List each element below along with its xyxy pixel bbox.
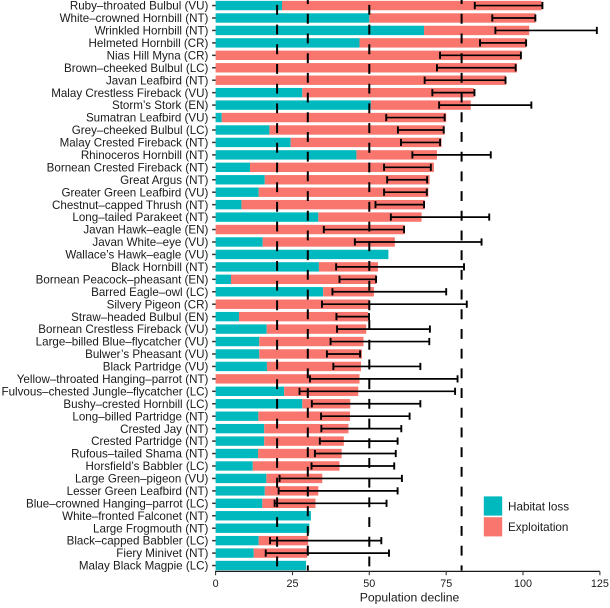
svg-text:Black Hornbill (NT): Black Hornbill (NT) (111, 261, 208, 274)
svg-text:Fiery Minivet (NT): Fiery Minivet (NT) (116, 547, 208, 560)
svg-text:Chestnut–capped Thrush (NT): Chestnut–capped Thrush (NT) (52, 199, 209, 212)
svg-text:Black–capped Babbler (LC): Black–capped Babbler (LC) (67, 535, 209, 548)
svg-text:Yellow–throated Hanging–parrot: Yellow–throated Hanging–parrot (NT) (17, 373, 209, 386)
svg-text:Javan White–eye (VU): Javan White–eye (VU) (92, 236, 208, 249)
svg-text:Fulvous–chested Jungle–flycatc: Fulvous–chested Jungle–flycatcher (LC) (2, 385, 209, 398)
svg-text:Sumatran Leafbird (VU): Sumatran Leafbird (VU) (86, 112, 209, 125)
svg-text:Malay Black Magpie (LC): Malay Black Magpie (LC) (79, 560, 209, 573)
svg-text:Javan Hawk–eagle (EN): Javan Hawk–eagle (EN) (83, 224, 208, 237)
svg-text:Bornean Crestless Fireback (VU: Bornean Crestless Fireback (VU) (38, 323, 208, 336)
svg-text:Storm’s Stork (EN): Storm’s Stork (EN) (112, 99, 209, 112)
svg-text:Large–billed Blue–flycatcher (: Large–billed Blue–flycatcher (VU) (36, 336, 209, 349)
svg-text:Bornean Peacock–pheasant (EN): Bornean Peacock–pheasant (EN) (36, 273, 209, 286)
svg-text:Barred Eagle–owl (LC): Barred Eagle–owl (LC) (91, 286, 208, 299)
svg-text:Malay Crested Fireback (NT): Malay Crested Fireback (NT) (60, 137, 209, 150)
svg-text:White–fronted Falconet (NT): White–fronted Falconet (NT) (62, 510, 208, 523)
svg-text:Greater Green Leafbird (VU): Greater Green Leafbird (VU) (61, 186, 208, 199)
svg-text:Horsfield’s Babbler (LC): Horsfield’s Babbler (LC) (86, 460, 209, 473)
svg-text:Crested Partridge (NT): Crested Partridge (NT) (91, 435, 208, 448)
svg-text:Long–tailed Parakeet (NT): Long–tailed Parakeet (NT) (72, 211, 208, 224)
svg-text:Population decline: Population decline (360, 590, 460, 604)
svg-text:White–crowned Hornbill (NT): White–crowned Hornbill (NT) (60, 12, 209, 25)
svg-text:Grey–cheeked Bulbul (LC): Grey–cheeked Bulbul (LC) (72, 124, 209, 137)
svg-text:Lesser Green Leafbird (NT): Lesser Green Leafbird (NT) (67, 485, 209, 498)
svg-text:Bornean Crested Fireback (NT): Bornean Crested Fireback (NT) (47, 161, 209, 174)
svg-text:0: 0 (213, 578, 219, 590)
svg-text:75: 75 (440, 578, 452, 590)
svg-text:Crested Jay (NT): Crested Jay (NT) (120, 423, 208, 436)
svg-text:50: 50 (363, 578, 375, 590)
svg-text:Malay Crestless Fireback (VU): Malay Crestless Fireback (VU) (51, 87, 208, 100)
svg-text:25: 25 (286, 578, 298, 590)
svg-text:Habitat loss: Habitat loss (508, 500, 569, 513)
svg-text:Black Partridge (VU): Black Partridge (VU) (103, 361, 209, 374)
svg-text:Brown–cheeked Bulbul (LC): Brown–cheeked Bulbul (LC) (64, 62, 208, 75)
svg-text:125: 125 (591, 578, 609, 590)
svg-text:Ruby–throated Bulbul (VU): Ruby–throated Bulbul (VU) (70, 0, 209, 13)
svg-text:Great Argus (NT): Great Argus (NT) (120, 174, 208, 187)
svg-text:Bulwer’s Pheasant (VU): Bulwer’s Pheasant (VU) (85, 348, 208, 361)
svg-text:Nias Hill Myna (CR): Nias Hill Myna (CR) (107, 49, 209, 62)
svg-text:Rhinoceros Hornbill (NT): Rhinoceros Hornbill (NT) (81, 149, 209, 162)
svg-text:Bushy–crested Hornbill (LC): Bushy–crested Hornbill (LC) (63, 398, 208, 411)
svg-text:100: 100 (514, 578, 532, 590)
svg-text:Wallace’s Hawk–eagle (VU): Wallace’s Hawk–eagle (VU) (65, 249, 208, 262)
svg-text:Helmeted Hornbill (CR): Helmeted Hornbill (CR) (89, 37, 209, 50)
svg-text:Straw–headed Bulbul (EN): Straw–headed Bulbul (EN) (71, 311, 208, 324)
svg-text:Silvery Pigeon (CR): Silvery Pigeon (CR) (107, 298, 209, 311)
svg-text:Exploitation: Exploitation (508, 521, 568, 534)
svg-text:Large Green–pigeon (VU): Large Green–pigeon (VU) (75, 473, 209, 486)
svg-text:Rufous–tailed Shama (NT): Rufous–tailed Shama (NT) (71, 448, 208, 461)
svg-text:Large Frogmouth (NT): Large Frogmouth (NT) (93, 522, 208, 535)
svg-text:Wrinkled Hornbill (NT): Wrinkled Hornbill (NT) (95, 25, 209, 38)
svg-text:Javan Leafbird (NT): Javan Leafbird (NT) (106, 74, 209, 87)
svg-text:Long–billed Partridge (NT): Long–billed Partridge (NT) (72, 410, 208, 423)
svg-text:Blue–crowned Hanging–parrot (L: Blue–crowned Hanging–parrot (LC) (26, 497, 209, 510)
